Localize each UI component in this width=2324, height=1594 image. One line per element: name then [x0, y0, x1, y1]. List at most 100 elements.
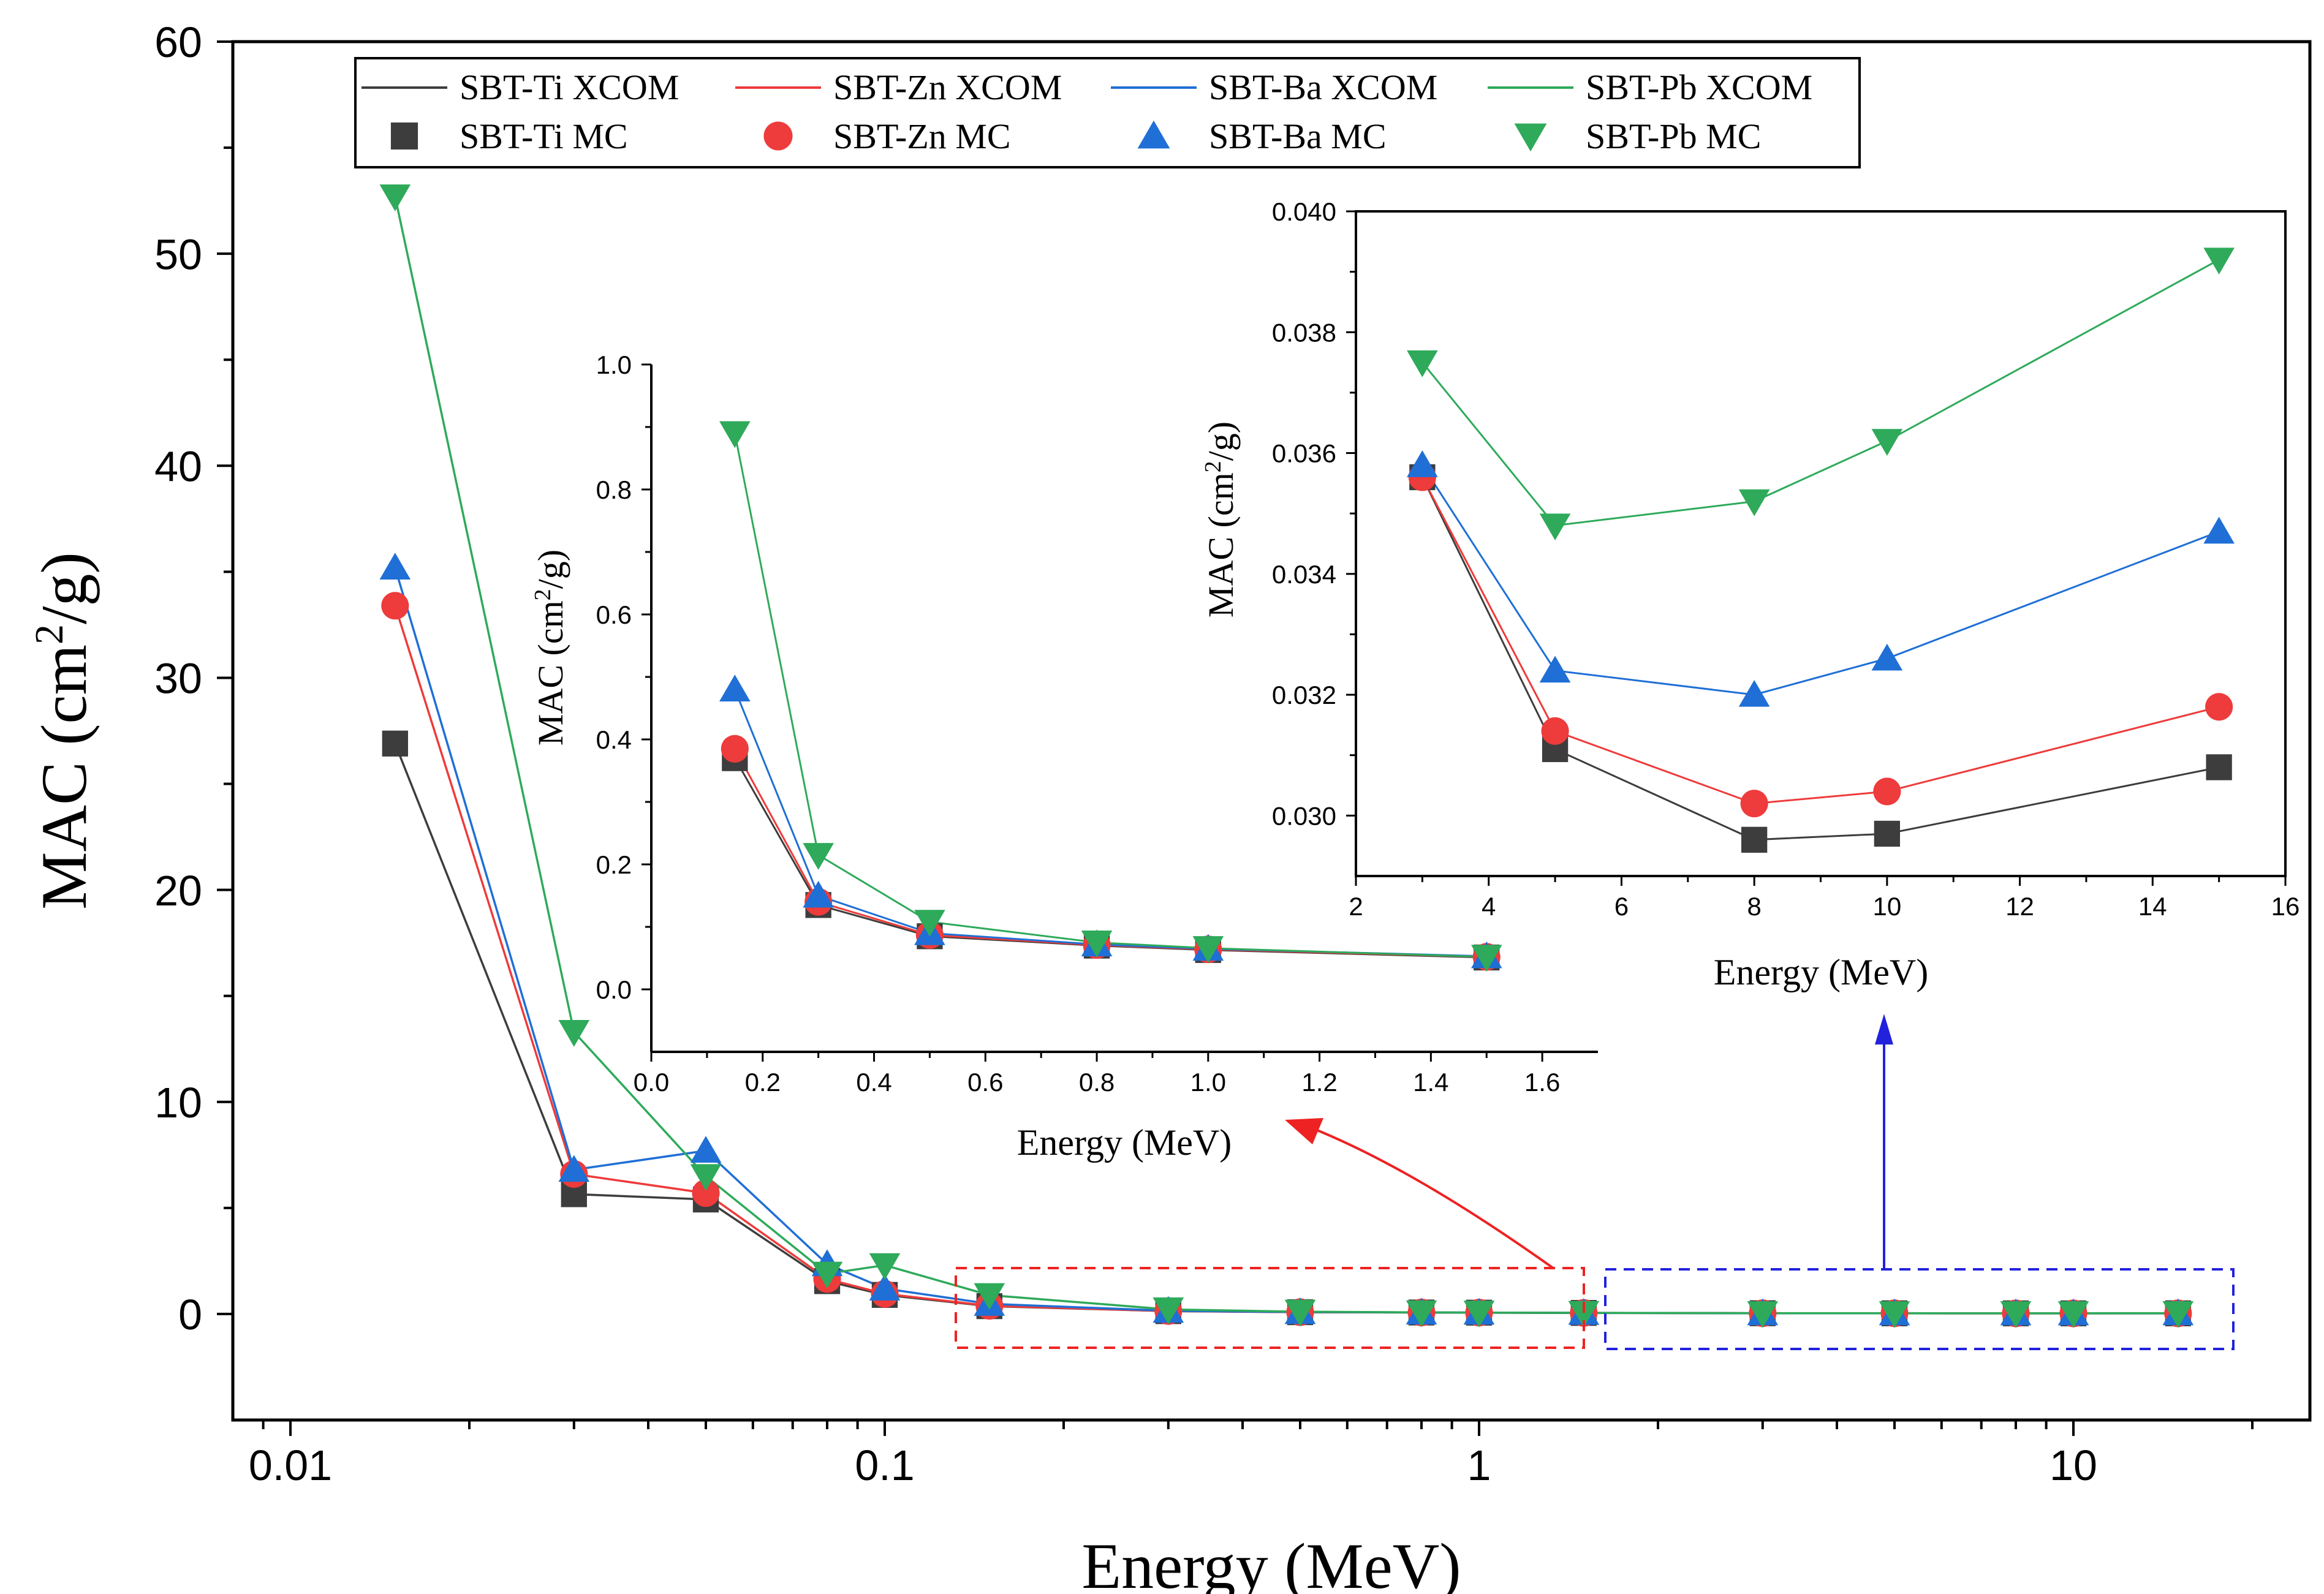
inset-high-axis-ticks: 2 4 6 8 10 12 14 16 0.030 0.032 0.034 0.036 0.038 0.0…	[1272, 197, 2299, 921]
legend-marker-ba-mc	[1137, 120, 1170, 149]
main-point-pb	[1747, 1301, 1779, 1328]
legend-label-ba-mc: SBT-Ba MC	[1209, 116, 1387, 156]
inset-low-x-tick-label: 1.6	[1524, 1068, 1560, 1097]
legend-entries: SBT-Ti XCOM SBT-Ti MC SBT-Zn XCOM SBT-Zn MC…	[361, 67, 1812, 156]
inset-high-y-axis-title: MAC (cm2/g)	[1200, 421, 1241, 618]
main-line-pb	[394, 196, 2178, 1315]
main-y-axis-title: MAC (cm2/g)	[27, 552, 100, 910]
main-point-pb	[1153, 1297, 1184, 1324]
inset-low-y-axis-title-main: MAC (cm	[531, 600, 570, 746]
inset-high-energy-chart: 2 4 6 8 10 12 14 16 0.030 0.032 0.034 0.036 0.038 0.0…	[1200, 197, 2299, 992]
inset-low-point-pb	[1470, 945, 1502, 972]
inset-high-point-pb	[2203, 247, 2235, 275]
inset-high-point-zn	[1873, 777, 1901, 806]
inset-high-x-axis-title: Energy (MeV)	[1714, 952, 1928, 992]
main-series-lines	[394, 196, 2178, 1315]
inset-high-x-tick-label: 14	[2138, 892, 2167, 921]
inset-high-point-ba	[1738, 679, 1770, 707]
main-point-pb	[2057, 1301, 2089, 1328]
inset-low-series-markers	[719, 421, 1502, 972]
main-axis-ticks: 0.01 0.1 1 10 0 10 20 30 40 50 60	[154, 18, 2254, 1489]
inset-low-point-pb	[914, 910, 945, 937]
legend-label-zn-mc: SBT-Zn MC	[833, 116, 1011, 156]
main-point-pb	[2162, 1301, 2194, 1328]
main-point-pb	[811, 1261, 843, 1289]
main-x-tick-label: 0.1	[855, 1441, 914, 1489]
main-point-pb	[1568, 1301, 1600, 1328]
inset-high-point-pb	[1871, 429, 1903, 456]
main-point-zn	[692, 1179, 720, 1207]
inset-low-point-pb	[803, 843, 834, 870]
main-y-tick-label: 0	[178, 1291, 202, 1339]
inset-low-point-ba	[719, 674, 751, 701]
inset-low-energy-chart: 0.0 0.2 0.4 0.6 0.8 1.0 1.2 1.4 1.6 0.0 0.2 0.4 0.6 0…	[530, 350, 1598, 1163]
inset-high-y-tick-label: 0.032	[1272, 681, 1336, 709]
inset-high-series-markers	[1407, 247, 2235, 853]
inset-high-frame	[1355, 210, 2287, 877]
inset-high-point-pb	[1407, 350, 1438, 377]
inset-high-point-ba	[1407, 450, 1438, 477]
main-point-pb	[869, 1253, 901, 1280]
arrow-to-low-inset	[1314, 1128, 1554, 1269]
inset-low-x-tick-label: 0.6	[967, 1068, 1003, 1097]
inset-high-point-ti	[1741, 826, 1768, 853]
zoom-annotations	[955, 1014, 2235, 1350]
legend-label-ti-mc: SBT-Ti MC	[460, 116, 628, 156]
inset-low-x-tick-label: 0.4	[856, 1068, 891, 1097]
main-point-pb	[974, 1283, 1005, 1310]
legend-label-zn-xcom: SBT-Zn XCOM	[833, 67, 1062, 107]
main-y-axis-title-tail: /g)	[28, 552, 100, 624]
main-point-ba	[379, 553, 411, 580]
inset-low-y-tick-label: 0.8	[596, 475, 632, 504]
inset-low-point-pb	[1081, 930, 1113, 958]
inset-low-point-pb	[719, 421, 751, 448]
inset-low-x-tick-label: 0.8	[1079, 1068, 1115, 1097]
legend-marker-pb-mc	[1514, 123, 1547, 152]
main-point-ba	[558, 1155, 590, 1182]
legend-label-pb-mc: SBT-Pb MC	[1586, 116, 1761, 156]
main-y-axis-title-sup: 2	[27, 624, 72, 644]
inset-high-y-tick-label: 0.030	[1272, 801, 1336, 830]
arrow-head-high-inset	[1875, 1014, 1893, 1044]
inset-high-x-tick-label: 8	[1747, 892, 1761, 921]
main-y-tick-label: 20	[154, 867, 202, 915]
main-series-markers	[379, 184, 2194, 1328]
main-y-tick-label: 10	[154, 1079, 202, 1127]
inset-low-x-tick-label: 1.0	[1190, 1068, 1226, 1097]
inset-low-point-pb	[1192, 936, 1224, 963]
inset-low-y-tick-label: 0.0	[596, 975, 632, 1004]
main-x-tick-label: 10	[2050, 1441, 2097, 1489]
inset-low-x-tick-label: 0.0	[634, 1068, 669, 1097]
main-point-zn	[381, 592, 409, 620]
main-x-tick-label: 1	[1467, 1441, 1491, 1489]
inset-low-y-axis-title-sup: 2	[530, 589, 556, 600]
inset-low-axis-ticks: 0.0 0.2 0.4 0.6 0.8 1.0 1.2 1.4 1.6 0.0 0.2 0.4 0.6 0…	[596, 350, 1561, 1097]
main-point-pb	[2000, 1301, 2032, 1328]
inset-high-point-ti	[1874, 820, 1901, 847]
legend-marker-ti-mc	[390, 122, 418, 150]
main-point-pb	[1284, 1299, 1316, 1327]
inset-high-x-tick-label: 16	[2271, 892, 2300, 921]
main-y-tick-label: 30	[154, 655, 202, 703]
inset-high-x-tick-label: 4	[1482, 892, 1496, 921]
main-plot-frame	[231, 40, 2312, 1422]
inset-high-y-tick-label: 0.040	[1272, 197, 1336, 226]
inset-low-y-tick-label: 1.0	[596, 350, 632, 379]
inset-low-series-lines	[733, 432, 1487, 959]
main-point-pb	[558, 1019, 590, 1047]
main-point-ti	[382, 730, 408, 757]
inset-high-y-tick-label: 0.038	[1272, 318, 1336, 347]
inset-high-y-axis-title-main: MAC (cm	[1201, 472, 1241, 618]
inset-low-y-tick-label: 0.2	[596, 850, 632, 879]
main-x-tick-label: 0.01	[249, 1441, 332, 1489]
legend-label-pb-xcom: SBT-Pb XCOM	[1586, 67, 1812, 107]
main-point-pb	[690, 1164, 722, 1192]
main-y-tick-label: 40	[154, 443, 202, 491]
main-point-pb	[1879, 1301, 1910, 1328]
inset-high-y-tick-label: 0.036	[1272, 439, 1336, 468]
inset-high-x-tick-label: 2	[1349, 892, 1363, 921]
main-point-ba	[869, 1274, 901, 1301]
inset-low-x-tick-label: 0.2	[745, 1068, 781, 1097]
main-point-ba	[690, 1136, 722, 1163]
arrow-head-low-inset	[1285, 1118, 1323, 1144]
